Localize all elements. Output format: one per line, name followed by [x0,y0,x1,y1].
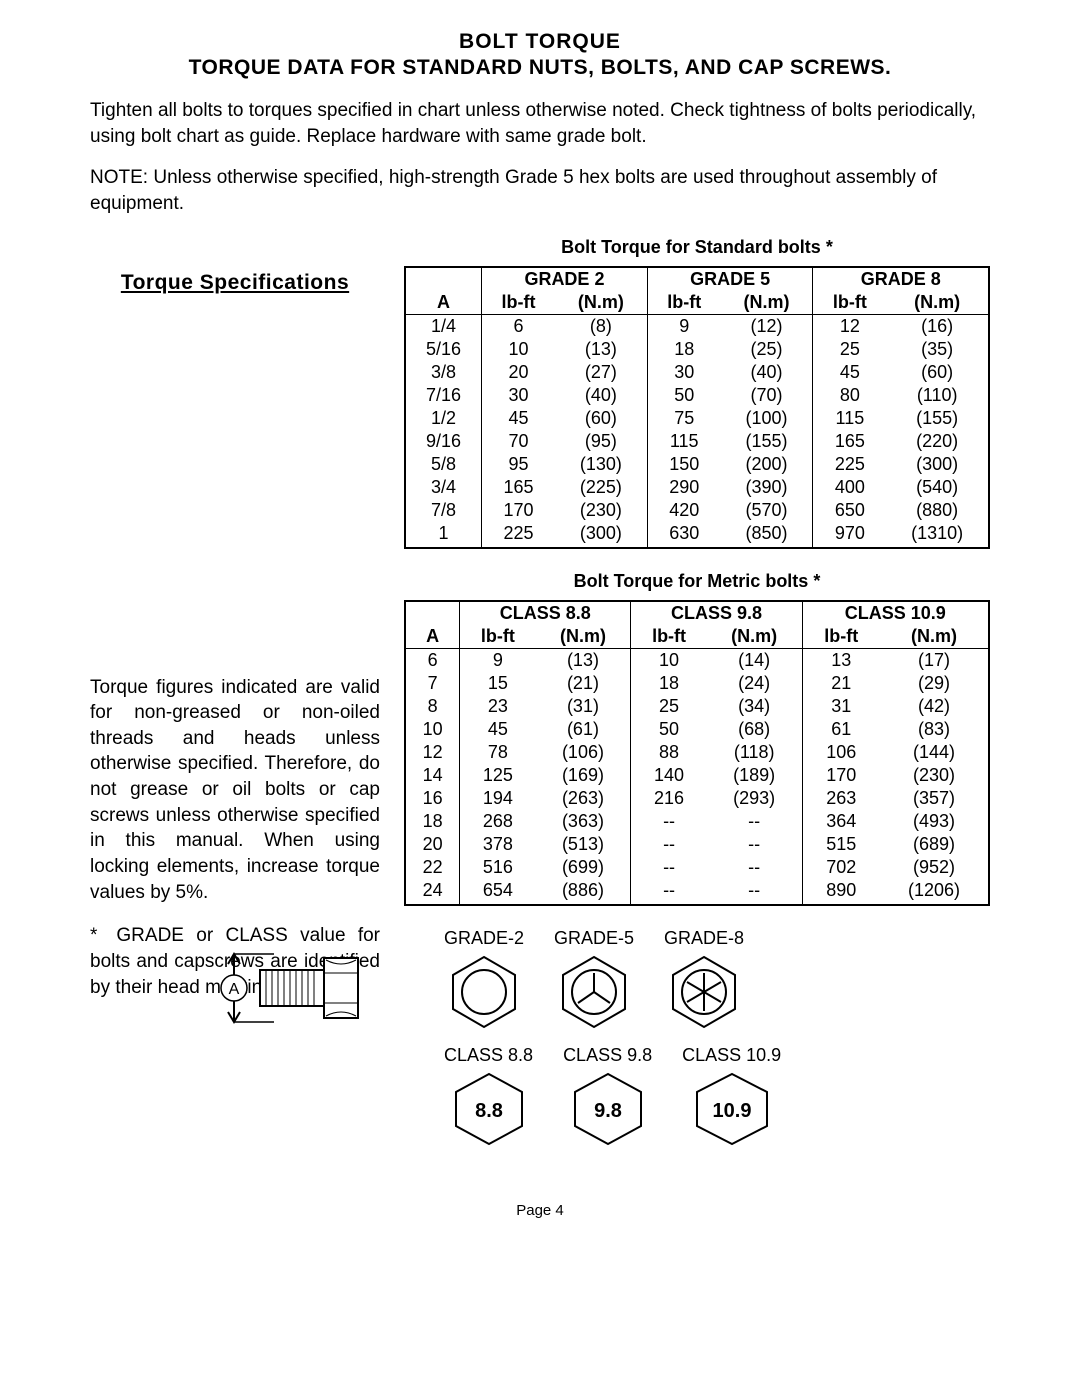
intro-text: Tighten all bolts to torques specified i… [90,98,990,149]
class-98-head-icon: CLASS 9.8 9.8 [563,1045,652,1148]
table-row: 16194(263)216(293)263(357) [405,787,989,810]
col-nm: (N.m) [721,291,813,315]
class-88-head-icon: CLASS 8.8 8.8 [444,1045,533,1148]
col-nm: (N.m) [886,291,989,315]
table-row: 1278(106)88(118)106(144) [405,741,989,764]
bolt-dimension-diagram: A [184,928,404,1048]
table-row: 7/8170(230)420(570)650(880) [405,499,989,522]
table-row: 14125(169)140(189)170(230) [405,764,989,787]
grade-5-header: GRADE 5 [647,267,813,291]
note-label: NOTE: [90,165,148,191]
col-lbft: lb-ft [813,291,886,315]
table-row: 3/820(27)30(40)45(60) [405,361,989,384]
page-subtitle: TORQUE DATA FOR STANDARD NUTS, BOLTS, AN… [90,56,990,80]
col-a: A [405,625,460,649]
metric-table-title: Bolt Torque for Metric bolts * [404,571,990,592]
table-row: 22516(699)----702(952) [405,856,989,879]
table-row: 1/245(60)75(100)115(155) [405,407,989,430]
col-nm: (N.m) [707,625,802,649]
col-nm: (N.m) [880,625,989,649]
table-row: 20378(513)----515(689) [405,833,989,856]
class-109-label: CLASS 10.9 [682,1045,781,1066]
class-109-header: CLASS 10.9 [802,601,989,625]
table-row: 3/4165(225)290(390)400(540) [405,476,989,499]
note-body: Unless otherwise specified, high-strengt… [90,167,937,214]
col-nm: (N.m) [536,625,631,649]
table-row: 715(21)18(24)21(29) [405,672,989,695]
grade-2-label: GRADE-2 [444,928,524,949]
torque-validity-para: Torque figures indicated are valid for n… [90,675,380,906]
grade-2-head-icon: GRADE-2 [444,928,524,1031]
table-row: 823(31)25(34)31(42) [405,695,989,718]
grade-8-head-icon: GRADE-8 [664,928,744,1031]
table-row: 69(13)10(14)13(17) [405,648,989,672]
grade-8-label: GRADE-8 [664,928,744,949]
table-row: 5/1610(13)18(25)25(35) [405,338,989,361]
bolt-a-label: A [229,981,240,998]
grade-5-label: GRADE-5 [554,928,634,949]
table-row: 1225(300)630(850)970(1310) [405,522,989,548]
table-row: 1/46(8)9(12)12(16) [405,314,989,338]
table-row: 24654(886)----890(1206) [405,879,989,905]
col-lbft: lb-ft [482,291,555,315]
class-109-head-icon: CLASS 10.9 10.9 [682,1045,781,1148]
page-number: Page 4 [90,1202,990,1219]
col-lbft: lb-ft [460,625,536,649]
std-torque-table: GRADE 2 GRADE 5 GRADE 8 A lb-ft (N.m) lb… [404,266,990,549]
grade-5-head-icon: GRADE-5 [554,928,634,1031]
table-row: 1045(61)50(68)61(83) [405,718,989,741]
metric-torque-table: CLASS 8.8 CLASS 9.8 CLASS 10.9 A lb-ft (… [404,600,990,906]
class-88-text: 8.8 [475,1100,503,1122]
class-98-header: CLASS 9.8 [631,601,802,625]
col-nm: (N.m) [555,291,647,315]
table-row: 18268(363)----364(493) [405,810,989,833]
class-88-header: CLASS 8.8 [460,601,631,625]
class-109-text: 10.9 [712,1100,751,1122]
table-row: 7/1630(40)50(70)80(110) [405,384,989,407]
col-a: A [405,291,482,315]
table-row: 5/895(130)150(200)225(300) [405,453,989,476]
page-title: BOLT TORQUE [90,30,990,54]
class-88-label: CLASS 8.8 [444,1045,533,1066]
class-98-text: 9.8 [594,1100,622,1122]
grade-8-header: GRADE 8 [813,267,989,291]
grade-2-header: GRADE 2 [482,267,648,291]
class-98-label: CLASS 9.8 [563,1045,652,1066]
col-lbft: lb-ft [647,291,720,315]
note-block: NOTE: Unless otherwise specified, high-s… [90,165,990,216]
col-lbft: lb-ft [802,625,880,649]
table-row: 9/1670(95)115(155)165(220) [405,430,989,453]
col-lbft: lb-ft [631,625,707,649]
spec-heading: Torque Specifications [90,271,380,295]
std-table-title: Bolt Torque for Standard bolts * [404,237,990,258]
